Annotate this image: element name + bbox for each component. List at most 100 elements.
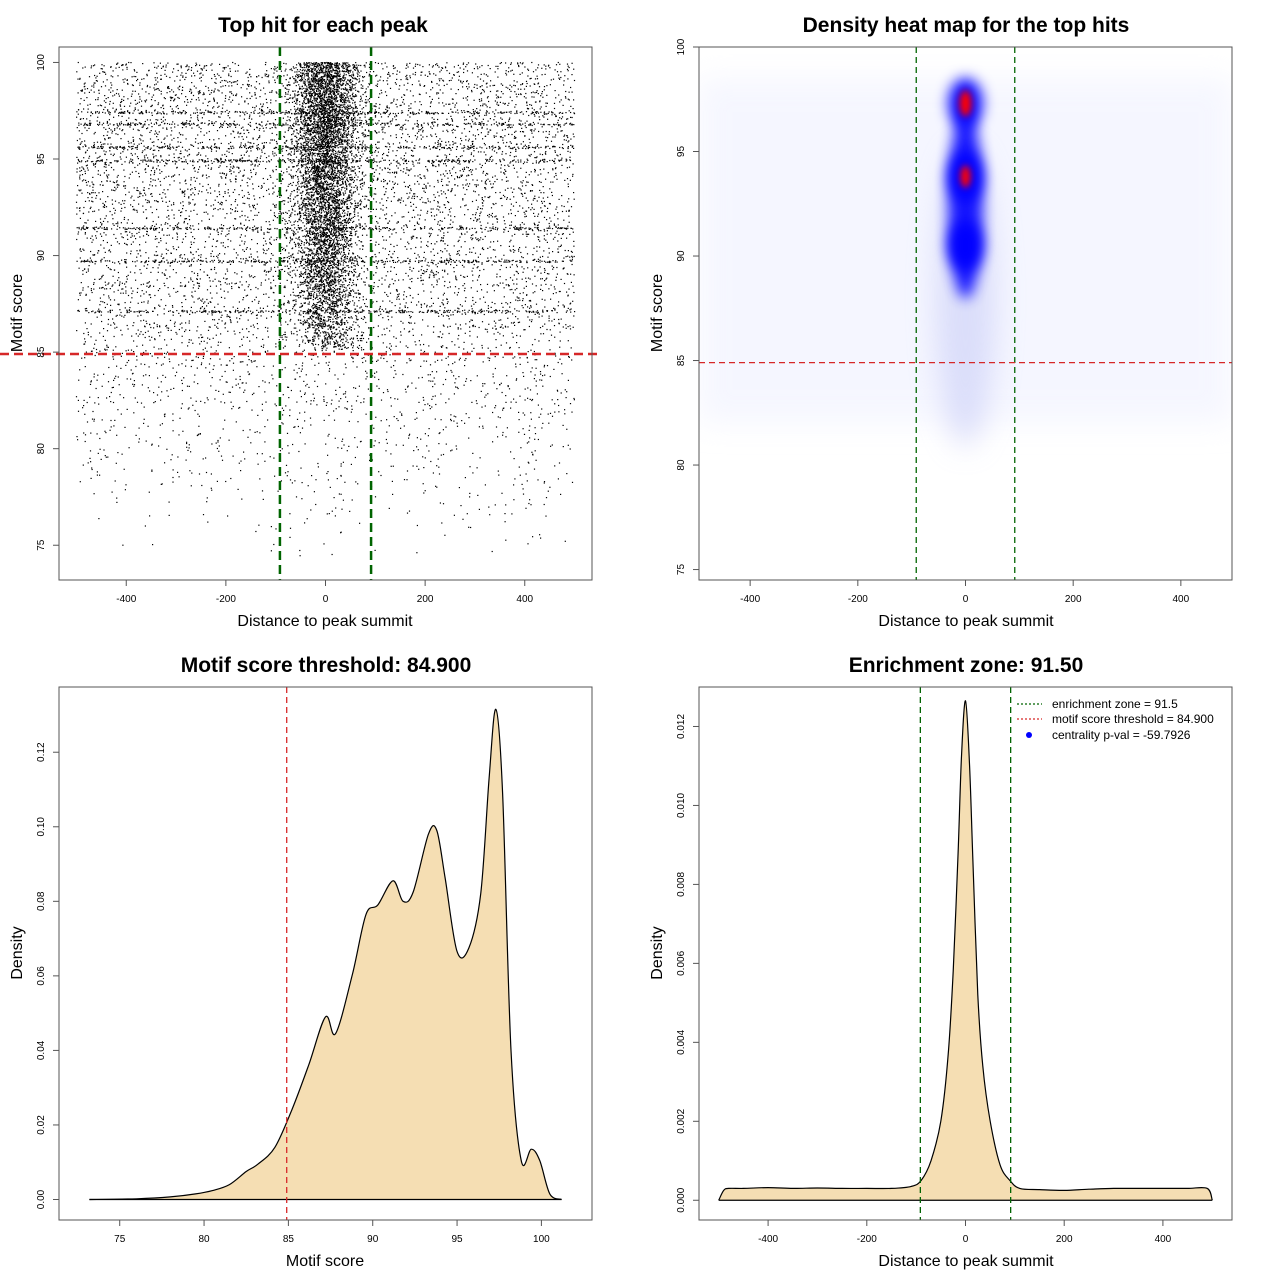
scatter-point (253, 360, 255, 362)
scatter-point (338, 170, 340, 172)
scatter-point (540, 333, 542, 335)
scatter-point (513, 188, 515, 190)
scatter-point (115, 315, 117, 317)
scatter-point (238, 136, 240, 138)
scatter-point (104, 251, 106, 253)
scatter-point (396, 298, 398, 300)
scatter-point (234, 178, 237, 180)
scatter-point (339, 158, 342, 160)
scatter-point (331, 254, 333, 256)
scatter-point (164, 73, 166, 75)
scatter-point (356, 305, 358, 307)
scatter-point (372, 168, 374, 170)
scatter-point (533, 96, 535, 98)
scatter-point (364, 284, 366, 286)
scatter-point (459, 67, 461, 69)
scatter-point (272, 187, 274, 189)
scatter-point (80, 123, 82, 125)
scatter-point (160, 261, 162, 263)
scatter-point (460, 274, 462, 276)
scatter-point (148, 201, 150, 204)
scatter-point (466, 351, 469, 353)
scatter-point (572, 300, 574, 302)
scatter-point (396, 73, 398, 75)
scatter-point (99, 297, 101, 299)
scatter-point (287, 98, 289, 100)
scatter-point (162, 363, 164, 365)
scatter-point (401, 96, 403, 98)
scatter-point (127, 294, 130, 297)
scatter-point (428, 276, 431, 278)
scatter-point (507, 303, 509, 305)
scatter-point (108, 119, 110, 121)
scatter-point (104, 95, 106, 97)
scatter-point (399, 303, 401, 305)
scatter-point (150, 271, 152, 273)
scatter-point (262, 177, 264, 180)
scatter-point (484, 103, 486, 105)
scatter-point (436, 63, 438, 65)
scatter-point (259, 148, 261, 150)
scatter-point (568, 288, 570, 290)
scatter-point (446, 314, 448, 317)
scatter-point (173, 217, 175, 219)
scatter-point (496, 273, 498, 275)
scatter-point (107, 109, 109, 111)
scatter-point (316, 333, 318, 335)
scatter-point (450, 264, 452, 266)
scatter-point (125, 119, 128, 122)
scatter-point (469, 248, 471, 250)
scatter-point (298, 133, 300, 135)
scatter-point (172, 110, 174, 112)
scatter-point (170, 97, 172, 100)
scatter-point (426, 168, 428, 170)
scatter-point (480, 73, 482, 75)
scatter-point (164, 356, 166, 358)
scatter-point (230, 204, 232, 206)
scatter-point (359, 140, 361, 142)
scatter-point (264, 93, 266, 95)
scatter-point (414, 101, 416, 103)
scatter-point (365, 88, 367, 90)
scatter-point (381, 169, 383, 171)
scatter-point (158, 241, 160, 244)
scatter-point (381, 283, 383, 285)
scatter-point (274, 185, 276, 187)
scatter-point (476, 66, 478, 68)
scatter-point (193, 204, 196, 206)
scatter-point (181, 302, 183, 304)
scatter-point (345, 246, 347, 248)
scatter-point (409, 184, 411, 187)
scatter-point (500, 136, 502, 138)
scatter-point (407, 169, 409, 171)
scatter-point (398, 198, 400, 200)
scatter-point (554, 336, 556, 338)
scatter-point (570, 206, 573, 208)
scatter-point (243, 145, 245, 147)
scatter-point (239, 318, 241, 320)
scatter-point (470, 319, 472, 321)
scatter-point (541, 126, 543, 128)
scatter-point (234, 218, 236, 220)
scatter-point (175, 272, 177, 274)
scatter-point (141, 100, 143, 102)
scatter-point (288, 273, 290, 275)
scatter-point (234, 333, 236, 335)
scatter-point (476, 267, 478, 269)
scatter-point (359, 183, 362, 186)
scatter-point (256, 309, 258, 311)
scatter-point (116, 127, 118, 129)
scatter-point (85, 179, 87, 181)
scatter-point (525, 277, 527, 279)
scatter-point (350, 290, 352, 292)
scatter-point (454, 106, 456, 108)
scatter-point (183, 195, 186, 197)
scatter-point (527, 69, 530, 71)
scatter-point (137, 158, 139, 160)
scatter-point (229, 263, 232, 265)
scatter-point (462, 80, 464, 83)
scatter-point (481, 197, 483, 199)
scatter-point (522, 292, 524, 294)
scatter-point (385, 308, 387, 310)
scatter-point (460, 175, 463, 177)
